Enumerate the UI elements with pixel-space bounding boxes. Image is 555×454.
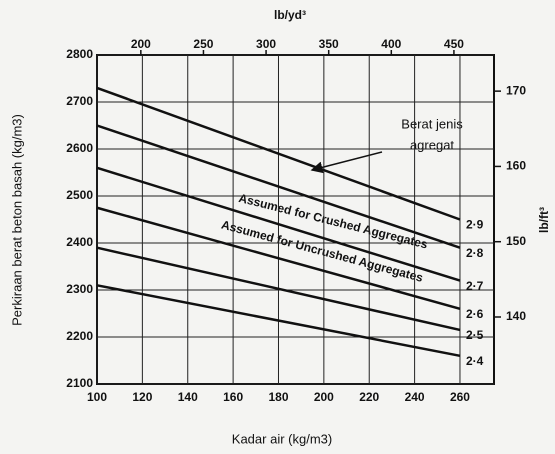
x-tick-label: 160 [223,390,243,404]
y-tick-label: 2700 [66,94,93,108]
y-tick-label: 2800 [66,47,93,61]
plot-frame [96,54,495,385]
x2-tick-label: 350 [319,37,339,51]
x2-tick-label: 250 [193,37,213,51]
y2-tick-label: 160 [506,159,526,173]
y-tick-label: 2400 [66,235,93,249]
x-tick-label: 120 [132,390,152,404]
series-label: 2·7 [466,279,484,293]
series-line [96,246,461,332]
x2-tick-label: 300 [256,37,276,51]
series-label: 2·9 [466,218,484,232]
x-tick-label: 200 [314,390,334,404]
x-axis-label: Kadar air (kg/m3) [232,431,332,446]
series-label: 2·8 [466,246,484,260]
y2-tick-label: 170 [506,83,526,97]
series-label: 2·4 [466,354,484,368]
arrow [310,151,383,174]
x-tick-label: 100 [87,390,107,404]
annotation: agregat [410,137,454,152]
x2-tick-label: 200 [131,37,151,51]
y2-tick-label: 150 [506,234,526,248]
annotation: Berat jenis [401,116,463,131]
series-line [96,284,461,358]
y-tick-label: 2200 [66,329,93,343]
x-tick-label: 260 [450,390,470,404]
x2-tick-label: 450 [444,37,464,51]
y-tick-label: 2300 [66,282,93,296]
y2-axis-label: lb/ft³ [537,207,551,233]
y-axis-label: Perkiraan berat beton basah (kg/m3) [9,114,24,326]
x2-tick-label: 400 [381,37,401,51]
series-line [96,86,461,221]
x-tick-label: 240 [405,390,425,404]
series-line [96,206,461,311]
x2-axis-label: lb/yd³ [274,8,306,22]
x-tick-label: 180 [268,390,288,404]
x-tick-label: 220 [359,390,379,404]
series-line [96,166,461,282]
y-tick-label: 2100 [66,376,93,390]
y2-tick-label: 140 [506,309,526,323]
y-tick-label: 2500 [66,188,93,202]
series-label: 2·5 [466,328,484,342]
x-tick-label: 140 [178,390,198,404]
series-label: 2·6 [466,307,484,321]
series-line [96,124,461,249]
y-tick-label: 2600 [66,141,93,155]
